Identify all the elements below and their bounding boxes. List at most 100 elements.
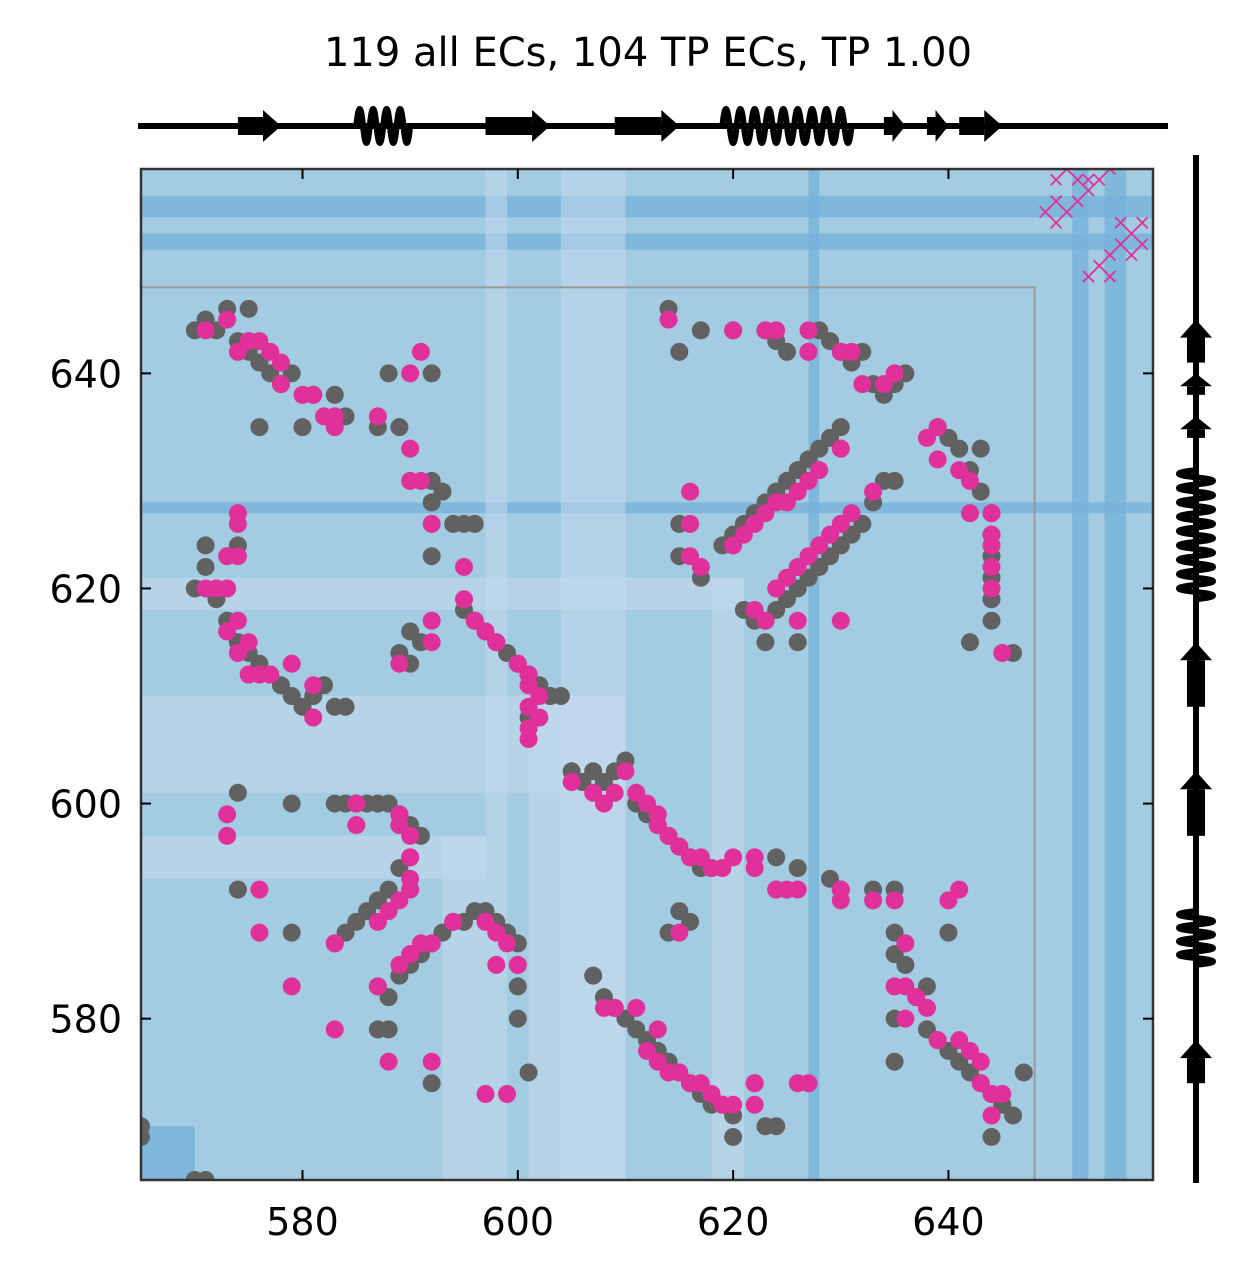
ec-contact-point — [390, 654, 409, 673]
ec-contact-point — [347, 794, 366, 813]
strand-arrow — [1187, 789, 1205, 836]
ec-contact-point — [864, 891, 883, 910]
secondary-structure-track-right — [1176, 155, 1216, 1183]
ec-contact-point — [605, 998, 624, 1017]
ec-contact-point — [228, 547, 247, 566]
helix-wave — [719, 106, 855, 146]
ec-contact-point — [960, 504, 979, 523]
ec-contact-point — [282, 977, 301, 996]
helix-wave — [353, 106, 414, 146]
ec-contact-point — [982, 504, 1001, 523]
reference-contact-point — [379, 364, 398, 383]
reference-contact-point — [777, 342, 796, 361]
ec-contact-point — [605, 783, 624, 802]
reference-contact-point — [756, 633, 775, 652]
ec-contact-point — [498, 934, 517, 953]
helix-wave — [1176, 467, 1216, 603]
ec-contact-point — [304, 708, 323, 727]
reference-contact-point — [465, 514, 484, 533]
excluded-mark — [1136, 238, 1149, 251]
reference-contact-point — [379, 1020, 398, 1039]
ec-contact-point — [831, 891, 850, 910]
reference-contact-point — [670, 342, 689, 361]
ec-contact-point — [831, 611, 850, 630]
ec-contact-point — [745, 859, 764, 878]
band — [711, 577, 744, 1180]
ec-contact-point — [218, 310, 237, 329]
reference-contact-point — [422, 547, 441, 566]
reference-contact-point — [971, 439, 990, 458]
reference-contact-point — [982, 1127, 1001, 1146]
ec-contact-point — [896, 934, 915, 953]
ec-contact-point — [831, 439, 850, 458]
ec-contact-point — [519, 730, 538, 749]
ec-contact-point — [250, 880, 269, 899]
ec-contact-point — [724, 1095, 743, 1114]
ec-contact-point — [896, 1009, 915, 1028]
strand-arrow-head — [532, 110, 551, 142]
secondary-structure-track-top — [138, 106, 1168, 146]
ec-contact-point — [928, 1031, 947, 1050]
ec-contact-point — [681, 482, 700, 501]
excluded-mark — [1125, 227, 1138, 240]
reference-contact-point — [390, 418, 409, 437]
reference-contact-point — [939, 923, 958, 942]
reference-contact-point — [1004, 1106, 1023, 1125]
ec-contact-point — [616, 762, 635, 781]
ec-contact-point — [788, 880, 807, 899]
ec-contact-point — [228, 514, 247, 533]
band — [442, 835, 486, 1180]
strand-arrow-head — [262, 110, 281, 142]
ec-contact-point — [562, 773, 581, 792]
excluded-mark — [1103, 270, 1117, 283]
ec-contact-point — [993, 643, 1012, 662]
excluded-mark — [1114, 238, 1127, 251]
reference-contact-point — [282, 794, 301, 813]
ec-contact-point — [810, 461, 829, 480]
plot-background — [141, 169, 1153, 1180]
excluded-mark — [1049, 195, 1063, 208]
y-tick-label: 620 — [49, 567, 122, 611]
ec-contact-point — [368, 407, 387, 426]
ec-contact-point — [724, 321, 743, 340]
strand-arrow — [485, 117, 533, 135]
strand-arrow — [1187, 660, 1205, 707]
reference-contact-point — [228, 783, 247, 802]
reference-contact-point — [325, 385, 344, 404]
band — [808, 169, 820, 1180]
reference-contact-point — [282, 923, 301, 942]
ec-contact-point — [401, 364, 420, 383]
reference-contact-point — [433, 482, 452, 501]
ec-contact-point — [411, 342, 430, 361]
ec-contact-point — [422, 611, 441, 630]
reference-contact-point — [584, 966, 603, 985]
ec-contact-point — [218, 805, 237, 824]
excluded-mark — [1082, 270, 1095, 283]
reference-contact-point — [239, 299, 258, 318]
band — [1104, 169, 1127, 1180]
strand-arrow-head — [1180, 771, 1212, 790]
ec-contact-point — [487, 633, 506, 652]
ec-contact-point — [218, 826, 237, 845]
x-axis: 580 600 620 640 — [266, 1200, 984, 1244]
ec-contact-point — [960, 471, 979, 490]
band — [141, 502, 1153, 514]
strand-arrow-head — [661, 110, 680, 142]
reference-contact-point — [724, 1127, 743, 1146]
ec-contact-point — [982, 536, 1001, 555]
excluded-mark — [1093, 259, 1106, 272]
ec-contact-point — [422, 633, 441, 652]
reference-contact-point — [982, 611, 1001, 630]
strand-arrow-head — [935, 110, 949, 142]
excluded-mark — [1049, 173, 1063, 186]
excluded-mark — [1039, 205, 1052, 219]
excluded-mark — [1071, 173, 1084, 186]
ec-contact-point — [681, 514, 700, 533]
x-tick-label: 620 — [697, 1200, 770, 1244]
ec-contact-point — [982, 557, 1001, 576]
strand-arrow — [1187, 1058, 1205, 1084]
excluded-mark — [1049, 216, 1063, 229]
ec-contact-point — [885, 891, 904, 910]
ec-contact-point — [982, 579, 1001, 598]
ec-contact-point — [422, 1052, 441, 1071]
